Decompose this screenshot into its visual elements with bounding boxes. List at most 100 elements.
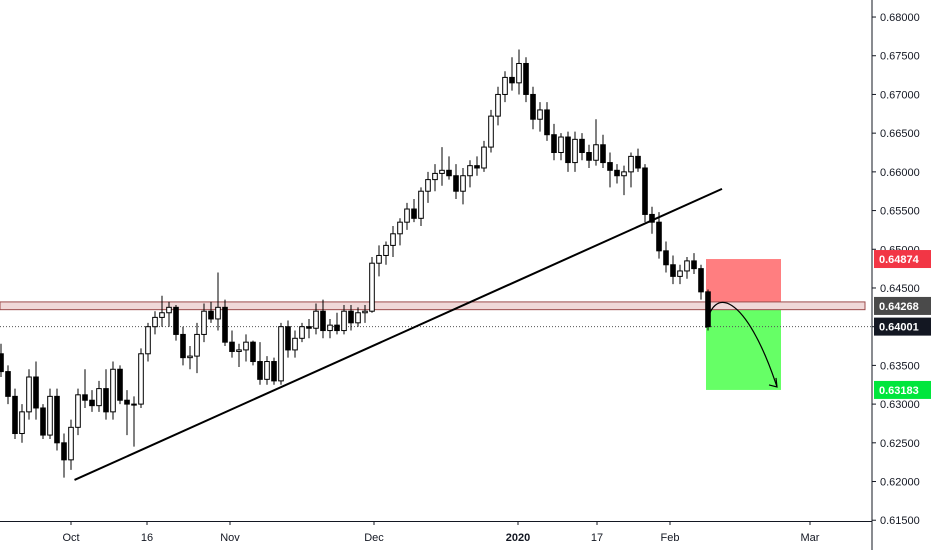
price-badge-label: 0.64001 xyxy=(879,322,919,334)
price-tick-label: 0.66000 xyxy=(880,167,920,179)
candle-body xyxy=(145,326,151,355)
price-tick-label: 0.66500 xyxy=(880,128,920,140)
candle-body xyxy=(40,407,46,436)
candle-body xyxy=(285,326,291,351)
candle-body xyxy=(453,175,459,192)
candle-body xyxy=(691,260,697,270)
time-tick-label: 16 xyxy=(141,532,153,544)
candle-body xyxy=(572,138,578,164)
time-axis-ticks: Oct 16 Nov Dec 2020 17 Feb Mar xyxy=(62,521,820,544)
candle-body xyxy=(271,361,277,382)
time-tick-label: Oct xyxy=(62,532,79,544)
price-tick-label: 0.64500 xyxy=(880,283,920,295)
candle-body xyxy=(341,310,347,332)
candle-body xyxy=(264,361,270,380)
candle-body xyxy=(257,361,263,380)
time-tick-label: Nov xyxy=(220,532,240,544)
price-tick-label: 0.61500 xyxy=(880,515,920,527)
candle-body xyxy=(103,388,109,413)
candle-body xyxy=(215,306,221,320)
candle-body xyxy=(54,395,60,444)
price-tick-label: 0.63000 xyxy=(880,399,920,411)
candle-body xyxy=(96,388,102,407)
candle-body xyxy=(495,93,501,117)
candle-body xyxy=(222,306,228,343)
candle-body xyxy=(418,190,424,219)
candle-body xyxy=(320,310,326,332)
candle-body xyxy=(579,138,585,154)
candle-body xyxy=(0,353,4,373)
candle-body xyxy=(12,395,18,435)
candle-body xyxy=(621,171,627,177)
candle-body xyxy=(474,165,480,169)
candle-body xyxy=(425,179,431,192)
price-badge-bg xyxy=(874,250,931,269)
candle-body xyxy=(19,411,25,435)
candle-body xyxy=(593,144,599,161)
candle-body xyxy=(607,162,613,171)
candle-body xyxy=(26,376,32,413)
candle-body xyxy=(82,394,88,401)
time-tick-label: Dec xyxy=(364,532,384,544)
price-badge-bg xyxy=(874,296,931,315)
candle-body xyxy=(243,341,249,351)
candle-body xyxy=(705,291,711,328)
price-badges: 0.64874 0.64268 0.64001 0.63183 xyxy=(874,250,931,399)
candle-body xyxy=(523,62,529,95)
candle-body xyxy=(635,155,641,169)
candle-body xyxy=(481,146,487,169)
candle-body xyxy=(138,353,144,405)
candle-body xyxy=(383,244,389,256)
candle-body xyxy=(404,208,410,223)
candle-body xyxy=(278,326,284,382)
resistance-band xyxy=(0,301,872,328)
candle-body xyxy=(334,324,340,332)
reward-zone xyxy=(706,305,781,390)
candle-body xyxy=(502,76,508,95)
candle-body xyxy=(558,136,564,154)
time-tick-label: 2020 xyxy=(506,532,530,544)
time-tick-label: Mar xyxy=(801,532,820,544)
price-badge-label: 0.64268 xyxy=(879,301,919,313)
candle-body xyxy=(677,270,683,277)
candle-body xyxy=(75,394,81,428)
candle-body xyxy=(670,264,676,277)
candle-body xyxy=(516,62,522,84)
projection-arrowhead xyxy=(768,377,778,388)
candle-body xyxy=(47,395,53,436)
candle-body xyxy=(61,442,67,461)
candle-body xyxy=(292,337,298,351)
candle-body xyxy=(89,399,95,407)
candle-body xyxy=(369,262,375,312)
projection-arrow xyxy=(705,301,778,388)
price-badge: 0.64874 xyxy=(874,250,931,269)
candle-body xyxy=(544,109,550,136)
axes xyxy=(0,0,873,550)
candle-body xyxy=(124,399,130,405)
candle-body xyxy=(460,175,466,192)
price-tick-label: 0.63500 xyxy=(880,360,920,372)
candle-body xyxy=(229,341,235,352)
candle-body xyxy=(565,136,571,164)
candle-body xyxy=(5,371,11,397)
candle-body xyxy=(551,134,557,154)
candle-body xyxy=(530,93,536,120)
price-tick-label: 0.67000 xyxy=(880,89,920,101)
candle-body xyxy=(698,268,704,293)
position-zones xyxy=(706,259,781,390)
price-badge-bg xyxy=(874,317,931,336)
candle-body xyxy=(684,260,690,272)
price-badge: 0.64268 xyxy=(874,296,931,315)
candle-body xyxy=(656,221,662,252)
price-badge-label: 0.63183 xyxy=(879,385,919,397)
candle-body xyxy=(586,152,592,161)
candle-body xyxy=(390,233,396,246)
projection-curve xyxy=(705,301,778,388)
candle-body xyxy=(600,144,606,164)
candle-body xyxy=(348,310,354,324)
time-tick-label: 17 xyxy=(591,532,603,544)
candle-body xyxy=(663,250,669,266)
candle-body xyxy=(173,306,179,335)
candle-body xyxy=(110,368,116,413)
